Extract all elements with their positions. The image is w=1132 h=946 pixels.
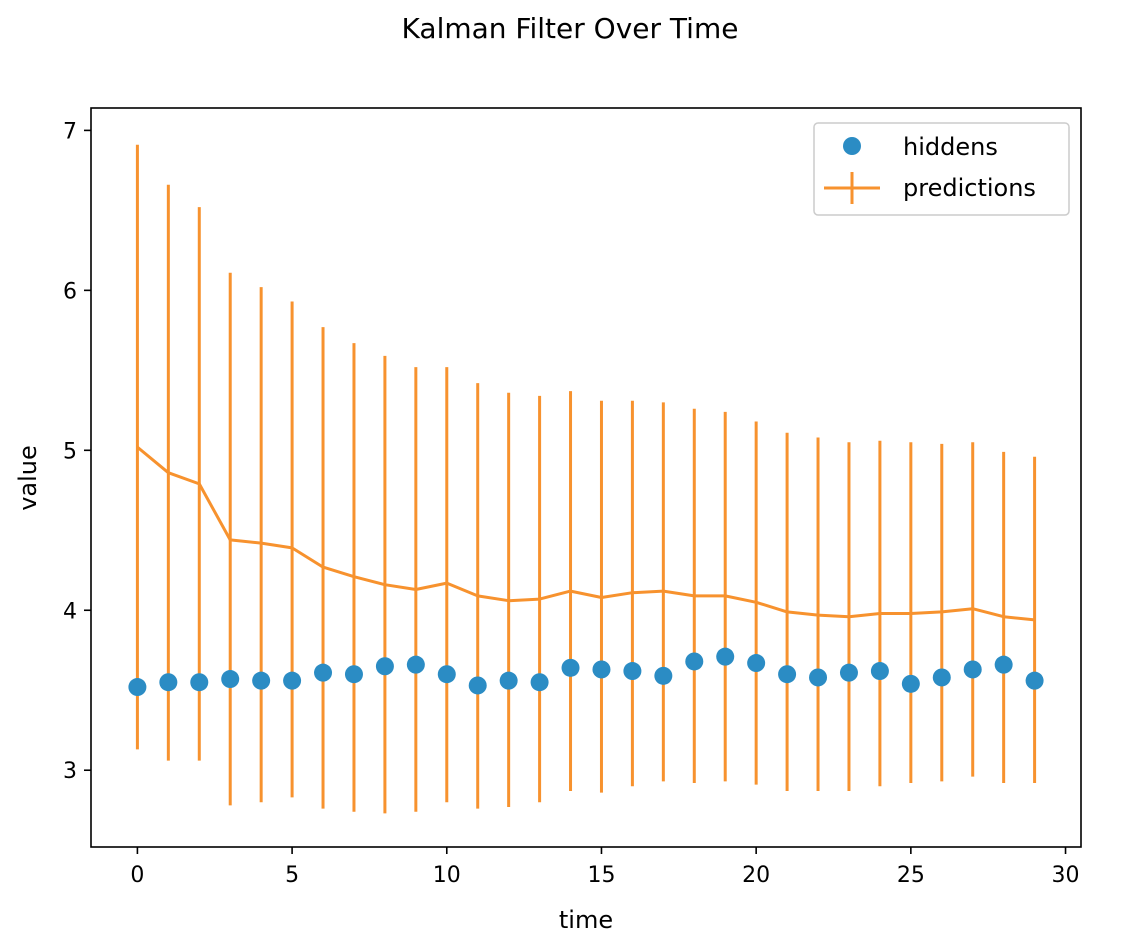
point-hiddens-25	[901, 674, 920, 693]
series-line-predictions	[136, 445, 1035, 622]
x-tick-label-15: 15	[587, 863, 615, 888]
point-hiddens-6	[314, 663, 333, 682]
point-hiddens-8	[375, 657, 394, 676]
point-hiddens-28	[994, 655, 1013, 674]
point-hiddens-27	[963, 660, 982, 679]
point-hiddens-13	[530, 673, 549, 692]
legend-label-hiddens: hiddens	[903, 133, 998, 161]
x-tick-label-30: 30	[1052, 863, 1080, 888]
x-axis: 0 5 10 15 20 25 30	[130, 847, 1080, 888]
y-axis: 3 4 5 6 7	[63, 119, 91, 784]
legend: hiddens predictions	[813, 122, 1070, 216]
point-hiddens-7	[344, 665, 363, 684]
x-tick-label-25: 25	[897, 863, 925, 888]
point-hiddens-5	[283, 671, 302, 690]
point-hiddens-1	[159, 673, 178, 692]
y-tick-label-7: 7	[63, 119, 77, 144]
y-tick-label-5: 5	[63, 439, 77, 464]
x-axis-label: time	[559, 906, 613, 934]
point-hiddens-9	[406, 655, 425, 674]
point-hiddens-4	[252, 671, 271, 690]
point-hiddens-11	[468, 676, 487, 695]
point-hiddens-16	[623, 662, 642, 681]
point-hiddens-2	[190, 673, 209, 692]
y-tick-label-6: 6	[63, 279, 77, 304]
point-hiddens-3	[221, 670, 240, 689]
y-axis-label: value	[14, 445, 42, 511]
y-tick-label-3: 3	[63, 759, 77, 784]
point-hiddens-0	[128, 678, 147, 697]
point-hiddens-18	[685, 652, 704, 671]
legend-marker-hiddens	[843, 137, 861, 155]
point-hiddens-29	[1025, 671, 1044, 690]
chart-title: Kalman Filter Over Time	[402, 12, 739, 45]
x-tick-label-10: 10	[433, 863, 461, 888]
point-hiddens-17	[654, 666, 673, 685]
point-hiddens-14	[561, 658, 580, 677]
x-tick-label-20: 20	[742, 863, 770, 888]
point-hiddens-22	[809, 668, 828, 687]
axes-frame	[90, 107, 1082, 848]
point-hiddens-20	[747, 654, 766, 673]
point-hiddens-15	[592, 660, 611, 679]
plot-area	[128, 144, 1044, 814]
point-hiddens-23	[839, 663, 858, 682]
point-hiddens-24	[870, 662, 889, 681]
x-tick-label-5: 5	[285, 863, 299, 888]
point-hiddens-12	[499, 671, 518, 690]
point-hiddens-10	[437, 665, 456, 684]
legend-box	[813, 122, 1070, 216]
point-hiddens-19	[716, 647, 735, 666]
y-tick-label-4: 4	[63, 599, 77, 624]
point-hiddens-21	[778, 665, 797, 684]
x-tick-label-0: 0	[130, 863, 144, 888]
point-hiddens-26	[932, 668, 951, 687]
legend-label-predictions: predictions	[903, 174, 1036, 202]
